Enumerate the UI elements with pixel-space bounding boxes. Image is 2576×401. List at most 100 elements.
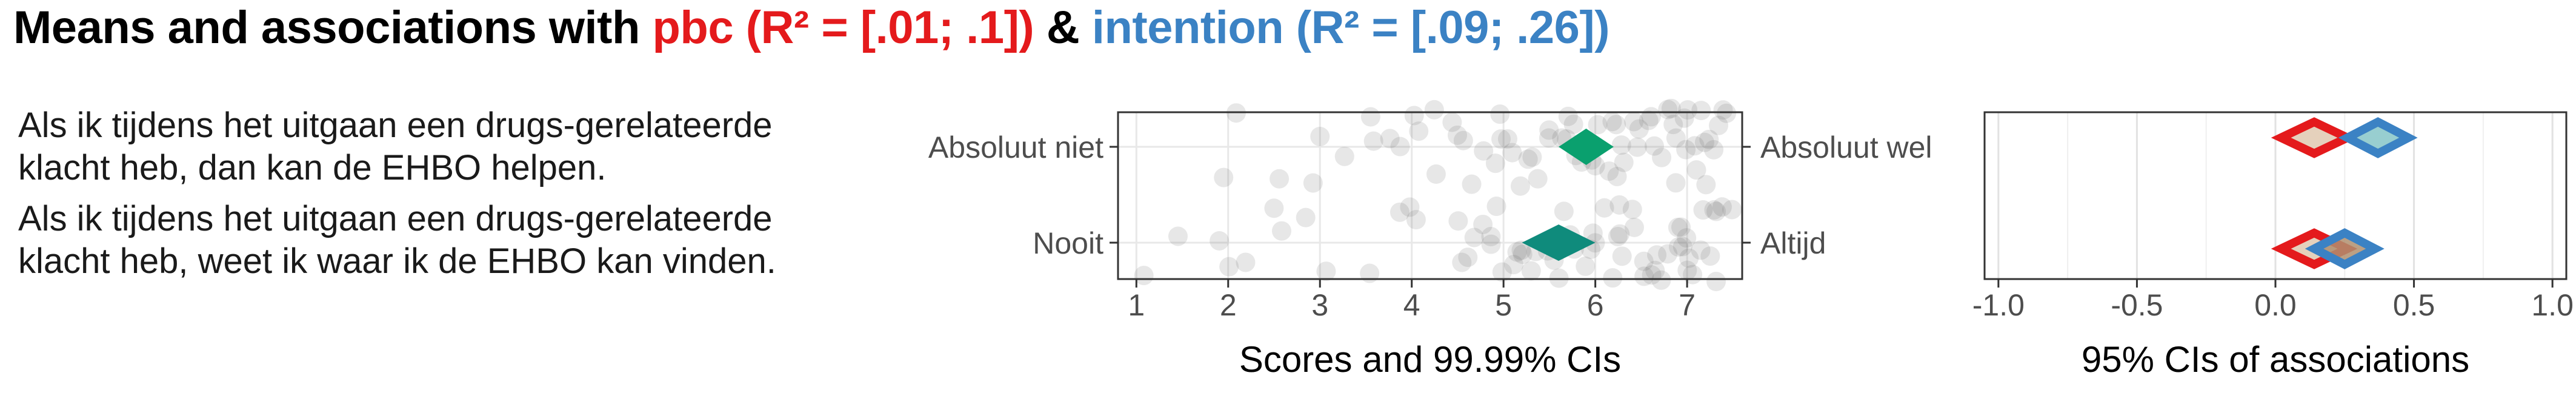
score-point <box>1558 106 1578 126</box>
scores-x-tick-label-1: 1 <box>1128 288 1145 322</box>
score-point <box>1624 112 1644 132</box>
score-point <box>1602 112 1622 132</box>
score-point <box>1576 256 1596 276</box>
score-point <box>1360 107 1380 127</box>
assoc-x-tick-label-1: -1.0 <box>1972 288 2025 322</box>
scores-panel: Absoluut niet Absoluut wel Nooit Altijd 1 2 3 4… <box>928 98 1932 380</box>
score-point <box>1264 198 1284 218</box>
score-point <box>1502 143 1522 163</box>
score-point <box>1503 255 1523 275</box>
score-point <box>1704 200 1724 220</box>
score-point <box>1522 147 1542 167</box>
score-point <box>1214 167 1234 187</box>
score-point <box>1583 223 1603 243</box>
score-point <box>1310 127 1330 147</box>
score-point <box>1658 244 1678 264</box>
score-point <box>1390 202 1410 222</box>
mean-ci-diamond-2 <box>1522 224 1596 261</box>
score-point <box>1510 176 1530 196</box>
score-point <box>1706 272 1726 292</box>
score-point <box>1134 266 1154 286</box>
item-2-line-1: Als ik tijdens het uitgaan een drugs-ger… <box>18 199 773 238</box>
score-point <box>1666 128 1686 148</box>
title-prefix: Means and associations with <box>13 2 653 53</box>
score-point <box>1563 114 1583 134</box>
score-point <box>1491 129 1511 149</box>
scores-x-tick-label-6: 6 <box>1587 288 1604 322</box>
score-point <box>1663 115 1683 135</box>
assoc-x-axis-title: 95% CIs of associations <box>2082 339 2469 380</box>
score-point <box>1594 198 1614 218</box>
score-point <box>1447 125 1467 145</box>
score-point <box>1492 262 1512 282</box>
score-point <box>1634 266 1654 286</box>
score-point <box>1404 106 1424 126</box>
score-point <box>1539 128 1559 148</box>
score-point <box>1685 136 1705 156</box>
score-point <box>1642 265 1662 285</box>
left-anchor-label-2: Nooit <box>1033 226 1103 260</box>
score-point <box>1722 200 1742 220</box>
score-point <box>1674 108 1694 128</box>
score-point <box>1210 231 1230 251</box>
score-point <box>1693 200 1713 220</box>
score-point <box>1679 248 1699 268</box>
score-point <box>1474 141 1494 161</box>
intention-association-diamond-1 <box>2338 117 2418 158</box>
score-point <box>1452 252 1472 272</box>
score-point <box>1473 214 1493 234</box>
score-point <box>1490 104 1510 124</box>
score-point <box>1713 100 1733 120</box>
item-1-line-2: klacht heb, dan kan de EHBO helpen. <box>18 148 607 187</box>
score-point <box>1464 227 1484 248</box>
score-point <box>1645 260 1665 280</box>
score-point <box>1554 201 1574 221</box>
score-point <box>1426 164 1446 184</box>
score-point <box>1270 169 1290 189</box>
score-point <box>1696 175 1716 195</box>
score-point <box>1511 240 1531 260</box>
score-point <box>1481 234 1501 254</box>
score-point <box>1686 160 1706 180</box>
score-point <box>1588 115 1608 135</box>
score-point <box>1316 261 1336 281</box>
score-point <box>1453 130 1473 150</box>
score-point <box>1699 129 1719 149</box>
item-1-line-1: Als ik tijdens het uitgaan een drugs-ger… <box>18 106 773 145</box>
score-point <box>1622 200 1642 220</box>
scores-plot-background <box>1118 112 1742 279</box>
score-point <box>1634 251 1654 271</box>
item-2-line-2: klacht heb, weet ik waar ik de EHBO kan … <box>18 241 776 281</box>
score-point <box>1624 217 1644 237</box>
score-point <box>1406 210 1426 230</box>
score-point <box>1706 201 1726 221</box>
score-point <box>1513 244 1533 265</box>
right-anchor-label-1: Absoluut wel <box>1760 130 1932 164</box>
score-point <box>1627 137 1647 157</box>
score-point <box>1647 245 1667 265</box>
score-point <box>1363 131 1383 151</box>
score-point <box>1611 135 1631 155</box>
score-point <box>1645 136 1665 156</box>
score-point <box>1507 242 1527 262</box>
title-intention: intention (R² = [.09; .26]) <box>1091 2 1610 53</box>
score-point <box>1518 149 1538 169</box>
score-point <box>1296 207 1316 227</box>
title-pbc: pbc (R² = [.01; .1]) <box>652 2 1034 53</box>
score-point <box>1585 233 1605 253</box>
associations-panel: -1.0 -0.5 0.0 0.5 1.0 95% CIs of associations <box>1972 111 2574 380</box>
score-point <box>1712 197 1732 217</box>
title-amp: & <box>1034 2 1092 53</box>
scores-plot-border <box>1117 111 1743 280</box>
score-point <box>1666 173 1686 193</box>
score-point <box>1486 197 1506 217</box>
score-point <box>1614 152 1634 172</box>
score-point <box>1612 246 1632 266</box>
scores-x-tick-label-2: 2 <box>1220 288 1237 322</box>
score-point <box>1658 99 1678 120</box>
score-point <box>1599 161 1619 181</box>
score-point <box>1629 119 1649 139</box>
score-point <box>1271 221 1291 241</box>
score-point <box>1606 115 1626 135</box>
